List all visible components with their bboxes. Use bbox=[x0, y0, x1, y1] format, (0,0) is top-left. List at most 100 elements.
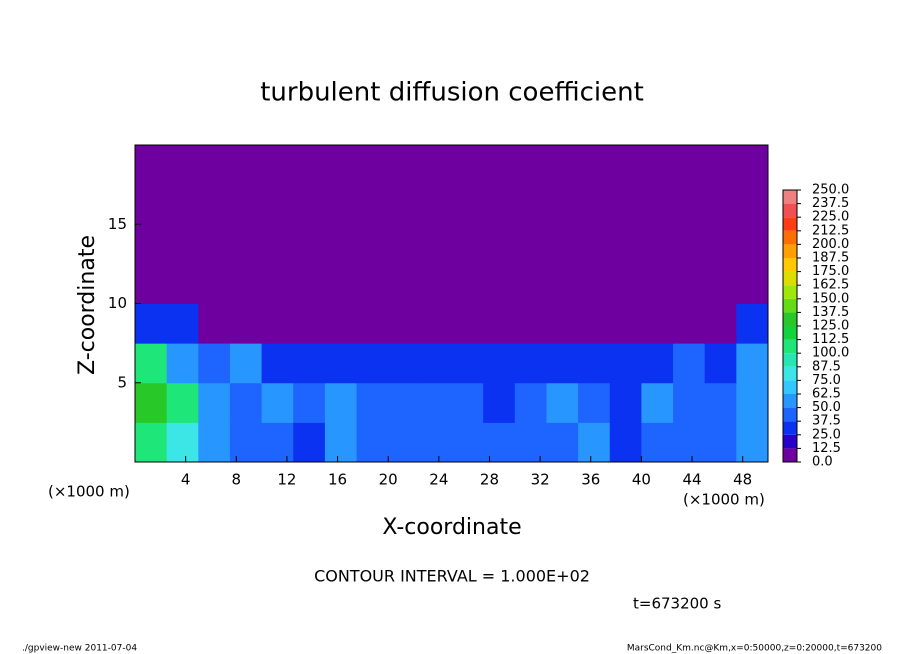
cell bbox=[419, 422, 452, 463]
cell bbox=[419, 343, 452, 384]
cell bbox=[736, 343, 769, 384]
cell bbox=[641, 224, 674, 265]
cell bbox=[514, 145, 547, 186]
x-tick-label: 4 bbox=[181, 471, 191, 489]
cell bbox=[546, 184, 579, 225]
cell bbox=[609, 422, 642, 463]
cell bbox=[704, 303, 737, 344]
colorbar-label: 162.5 bbox=[812, 278, 849, 293]
colorbar-band bbox=[783, 271, 797, 286]
y-axis-label: Z-coordinate bbox=[75, 235, 100, 375]
cell bbox=[609, 263, 642, 304]
colorbar-label: 125.0 bbox=[812, 319, 849, 334]
cell bbox=[578, 224, 611, 265]
cell bbox=[609, 224, 642, 265]
cell bbox=[356, 184, 389, 225]
cell bbox=[356, 422, 389, 463]
cell bbox=[483, 263, 516, 304]
colorbar-band bbox=[783, 380, 797, 394]
colorbar-label: 237.5 bbox=[812, 196, 849, 211]
x-axis-label: X-coordinate bbox=[382, 515, 521, 540]
cell bbox=[673, 382, 706, 423]
footer-right: MarsCond_Km.nc@Km,x=0:50000,z=0:20000,t=… bbox=[627, 644, 882, 654]
x-tick-label: 40 bbox=[632, 471, 651, 489]
cell bbox=[514, 422, 547, 463]
cell bbox=[356, 382, 389, 423]
x-tick-label: 28 bbox=[480, 471, 499, 489]
cell bbox=[166, 303, 199, 344]
colorbar-label: 87.5 bbox=[812, 359, 841, 374]
footer-left: ./gpview-new 2011-07-04 bbox=[22, 644, 137, 654]
colorbar-label: 187.5 bbox=[812, 251, 849, 266]
cell bbox=[704, 263, 737, 304]
cell bbox=[261, 263, 294, 304]
cell bbox=[451, 184, 484, 225]
cell bbox=[135, 224, 168, 265]
cell bbox=[229, 184, 263, 225]
cell bbox=[198, 422, 231, 463]
colorbar-band bbox=[783, 407, 797, 422]
cell bbox=[673, 184, 706, 225]
cell bbox=[578, 184, 611, 225]
cell bbox=[673, 343, 706, 384]
cell bbox=[546, 343, 579, 384]
y-tick-label: 10 bbox=[108, 294, 127, 312]
colorbar-label: 75.0 bbox=[812, 373, 841, 388]
field bbox=[135, 145, 769, 463]
cell bbox=[673, 145, 706, 186]
colorbar-label: 200.0 bbox=[812, 237, 849, 252]
colorbar-band bbox=[783, 217, 797, 231]
cell bbox=[166, 184, 199, 225]
cell bbox=[451, 303, 484, 344]
cell bbox=[293, 184, 326, 225]
cell bbox=[198, 343, 231, 384]
cell bbox=[135, 422, 168, 463]
cell bbox=[324, 422, 358, 463]
cell bbox=[546, 145, 579, 186]
cell bbox=[578, 422, 611, 463]
cell bbox=[704, 224, 737, 265]
cell bbox=[483, 343, 516, 384]
cell bbox=[483, 224, 516, 265]
cell bbox=[641, 422, 674, 463]
cell bbox=[261, 303, 294, 344]
colorbar-band bbox=[783, 203, 797, 218]
cell bbox=[388, 343, 421, 384]
cell bbox=[451, 382, 484, 423]
cell bbox=[736, 382, 769, 423]
cell bbox=[198, 224, 231, 265]
cell bbox=[736, 263, 769, 304]
x-tick-label: 24 bbox=[429, 471, 448, 489]
x-tick-label: 44 bbox=[682, 471, 701, 489]
cell bbox=[609, 184, 642, 225]
cell bbox=[356, 263, 389, 304]
colorbar-band bbox=[783, 258, 797, 272]
cell bbox=[736, 224, 769, 265]
cell bbox=[198, 303, 231, 344]
contour-note: CONTOUR INTERVAL = 1.000E+02 bbox=[314, 567, 590, 586]
cell bbox=[451, 263, 484, 304]
cell bbox=[641, 343, 674, 384]
cell bbox=[261, 343, 294, 384]
cell bbox=[388, 382, 421, 423]
cell bbox=[293, 224, 326, 265]
cell bbox=[229, 303, 263, 344]
cell bbox=[388, 184, 421, 225]
x-tick-label: 32 bbox=[531, 471, 550, 489]
chart-title: turbulent diffusion coefficient bbox=[260, 78, 644, 108]
cell bbox=[578, 303, 611, 344]
cell bbox=[483, 382, 516, 423]
cell bbox=[166, 263, 199, 304]
cell bbox=[483, 145, 516, 186]
cell bbox=[609, 382, 642, 423]
colorbar-band bbox=[783, 190, 797, 204]
cell bbox=[166, 224, 199, 265]
x-tick-label: 20 bbox=[379, 471, 398, 489]
cell bbox=[198, 382, 231, 423]
colorbar-band bbox=[783, 394, 797, 408]
colorbar-label: 212.5 bbox=[812, 223, 849, 238]
cell bbox=[483, 422, 516, 463]
cell bbox=[388, 263, 421, 304]
y-tick-label: 15 bbox=[108, 215, 127, 233]
cell bbox=[135, 303, 168, 344]
